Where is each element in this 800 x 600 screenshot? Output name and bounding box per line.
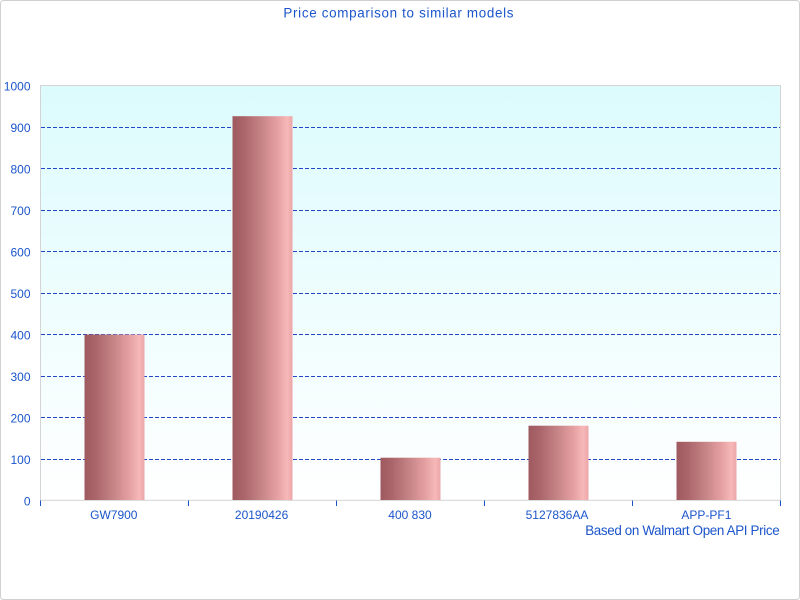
svg-text:1000: 1000	[4, 80, 31, 94]
svg-text:5127836AA: 5127836AA	[526, 508, 589, 522]
svg-text:700: 700	[10, 204, 30, 218]
svg-text:Based on Walmart Open API Pric: Based on Walmart Open API Price	[585, 523, 779, 538]
svg-text:20190426: 20190426	[235, 508, 289, 522]
svg-text:500: 500	[10, 287, 30, 301]
svg-text:100: 100	[10, 453, 30, 467]
svg-text:800: 800	[10, 163, 30, 177]
svg-text:400 830: 400 830	[388, 508, 432, 522]
svg-text:300: 300	[10, 370, 30, 384]
svg-text:Price comparison to similar mo: Price comparison to similar models	[283, 5, 514, 20]
svg-text:400: 400	[10, 329, 30, 343]
svg-text:APP-PF1: APP-PF1	[681, 508, 731, 522]
svg-text:GW7900: GW7900	[90, 508, 138, 522]
svg-text:600: 600	[10, 246, 30, 260]
svg-text:0: 0	[24, 494, 31, 508]
svg-text:900: 900	[10, 121, 30, 135]
svg-text:200: 200	[10, 411, 30, 425]
